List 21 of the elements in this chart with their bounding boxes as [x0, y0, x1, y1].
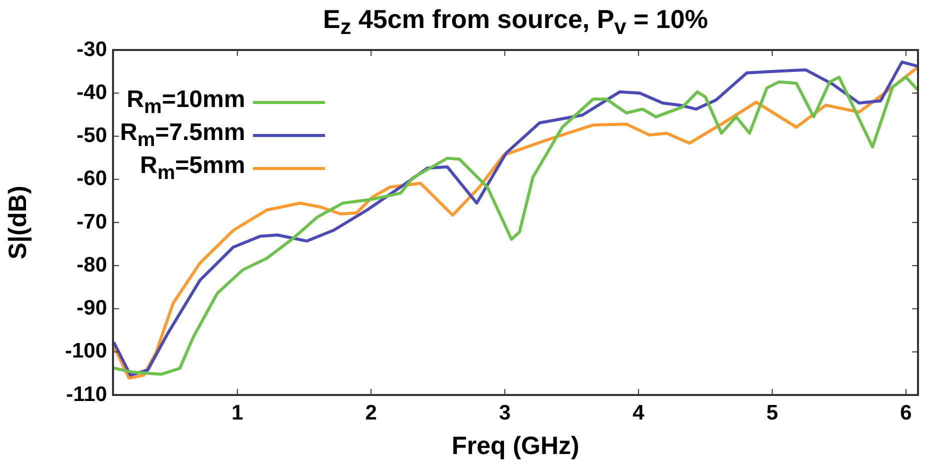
x-tick-label: 3 — [498, 401, 511, 424]
chart-title: E$_{z}$ 45cm from source, P$_{v}$ = 10% — [322, 4, 709, 40]
x-tick-label: 4 — [632, 401, 645, 424]
y-tick-label: -110 — [66, 382, 107, 406]
y-tick-label: -80 — [76, 253, 107, 276]
x-tick-label: 6 — [900, 401, 912, 424]
x-tick-label: 5 — [766, 401, 778, 424]
y-tick-label: -40 — [76, 80, 107, 104]
legend-label: R$_{m}$=10mm — [126, 86, 246, 119]
legend-label: R$_{m}$=5mm — [140, 152, 246, 185]
x-tick-label: 2 — [365, 401, 377, 424]
x-tick-label: 1 — [232, 401, 244, 424]
y-tick-label: -90 — [76, 296, 107, 320]
y-tick-label: -100 — [64, 340, 107, 363]
y-axis-title: S|(dB) — [4, 186, 32, 260]
legend-label: R$_{m}$=7.5mm — [120, 119, 246, 152]
y-tick-label: -70 — [76, 210, 107, 234]
y-tick-label: -50 — [76, 124, 107, 148]
x-axis-title: Freq (GHz) — [452, 432, 580, 460]
y-tick-label: -60 — [76, 167, 107, 190]
y-tick-label: -30 — [76, 38, 107, 61]
